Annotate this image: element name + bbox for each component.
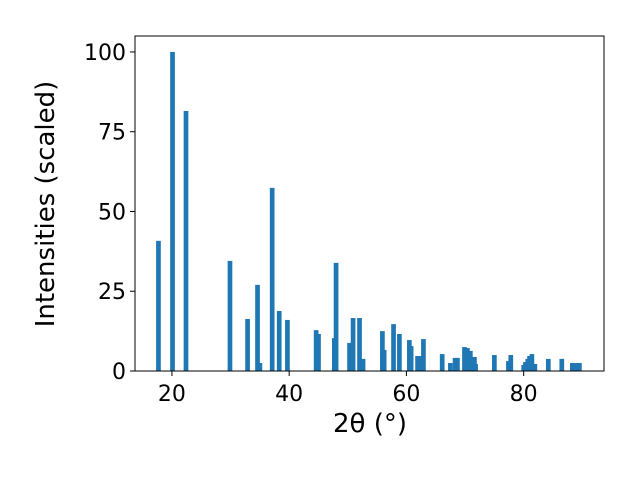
bar — [381, 349, 387, 371]
bar — [391, 324, 396, 371]
bar — [357, 318, 362, 371]
bar — [569, 363, 575, 371]
bar — [276, 311, 282, 371]
bar — [408, 346, 414, 371]
bar — [255, 284, 260, 371]
bar — [347, 342, 352, 371]
bar — [421, 339, 426, 371]
y-tick-label: 25 — [98, 280, 126, 305]
plot-frame — [134, 35, 605, 372]
bar — [465, 348, 470, 371]
y-tick-label: 100 — [84, 41, 126, 66]
bar — [227, 260, 233, 371]
x-tick-label: 20 — [158, 382, 186, 407]
bar — [572, 363, 578, 371]
bar — [397, 333, 402, 371]
bar — [183, 110, 189, 371]
bar — [559, 358, 565, 371]
bar — [333, 262, 339, 371]
bar — [439, 354, 445, 371]
y-axis-label: Intensities (scaled) — [31, 81, 61, 328]
x-axis-label: 2θ (°) — [333, 409, 407, 439]
y-tick-label: 75 — [98, 121, 126, 146]
bar — [257, 363, 263, 371]
y-tick-label: 0 — [112, 360, 126, 385]
bar — [577, 363, 582, 371]
x-tick-label: 80 — [510, 382, 538, 407]
bar — [245, 318, 250, 371]
bar — [316, 333, 321, 371]
bar — [156, 240, 161, 371]
y-tick-label: 50 — [98, 200, 126, 225]
bar — [269, 187, 275, 371]
bar — [416, 356, 422, 371]
bar — [448, 363, 453, 371]
bar — [532, 363, 538, 371]
bar — [350, 318, 356, 371]
bar — [545, 358, 551, 371]
x-tick-label: 40 — [275, 382, 303, 407]
bar — [170, 51, 175, 371]
bar — [508, 355, 514, 371]
x-tick-label: 60 — [392, 382, 420, 407]
bar — [473, 363, 478, 371]
bar — [529, 354, 535, 371]
bar — [455, 357, 460, 371]
bar — [467, 350, 473, 371]
bar — [285, 319, 290, 371]
bar — [462, 347, 467, 371]
bar — [360, 358, 366, 371]
bar — [492, 355, 497, 371]
